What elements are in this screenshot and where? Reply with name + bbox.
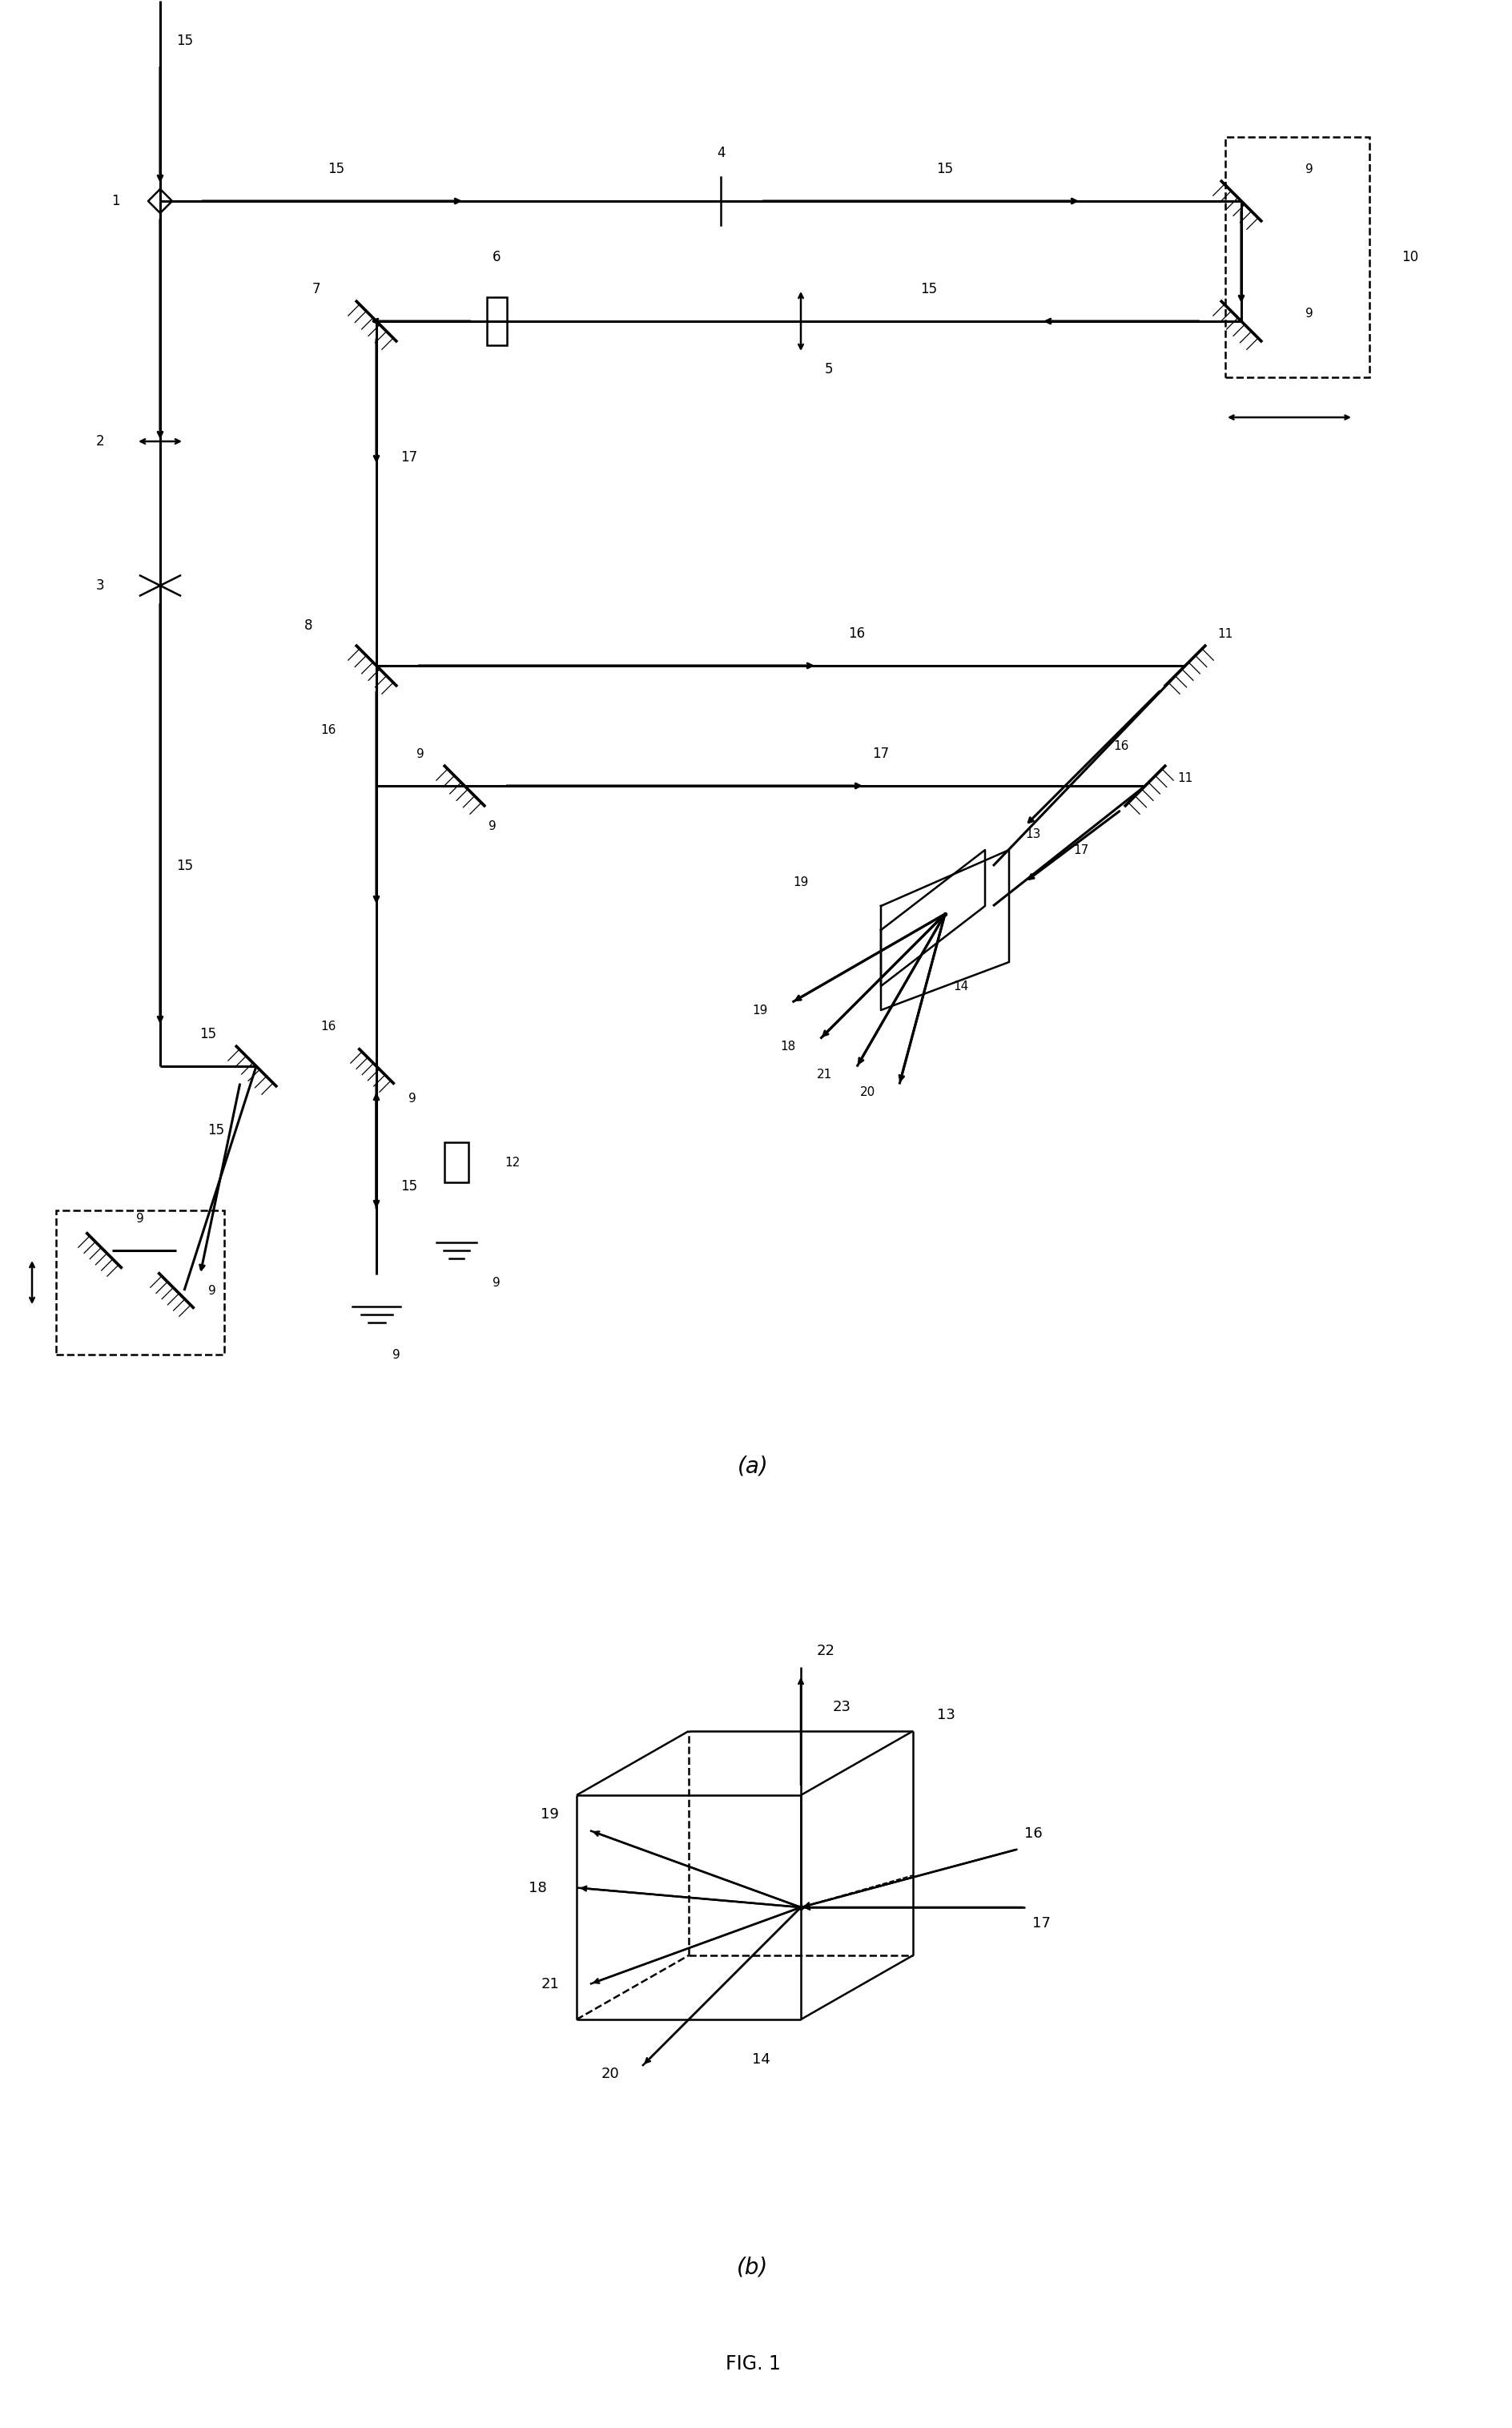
Text: 6: 6 bbox=[493, 250, 500, 265]
Text: 14: 14 bbox=[953, 981, 969, 993]
Text: 15: 15 bbox=[200, 1027, 216, 1042]
Text: 17: 17 bbox=[401, 449, 417, 464]
Bar bbox=[1225, 136, 1370, 376]
Text: 3: 3 bbox=[95, 578, 104, 592]
Text: 13: 13 bbox=[937, 1707, 956, 1721]
Text: 14: 14 bbox=[751, 2052, 770, 2066]
Text: 1: 1 bbox=[112, 194, 119, 209]
Text: 16: 16 bbox=[321, 1020, 336, 1032]
Text: 19: 19 bbox=[753, 1005, 768, 1017]
Text: 21: 21 bbox=[816, 1068, 833, 1080]
Text: 16: 16 bbox=[1024, 1826, 1043, 1840]
Text: 11: 11 bbox=[1217, 626, 1232, 639]
Text: FIG. 1: FIG. 1 bbox=[726, 2355, 780, 2375]
Text: (b): (b) bbox=[736, 2256, 768, 2280]
Text: 22: 22 bbox=[816, 1644, 835, 1658]
Text: 20: 20 bbox=[602, 2066, 620, 2081]
Text: 9: 9 bbox=[408, 1093, 416, 1105]
Text: 9: 9 bbox=[488, 821, 496, 833]
Text: 20: 20 bbox=[860, 1085, 875, 1097]
Text: 15: 15 bbox=[177, 860, 194, 874]
Text: 15: 15 bbox=[328, 163, 345, 177]
Text: 12: 12 bbox=[505, 1156, 520, 1168]
Text: 16: 16 bbox=[1113, 741, 1129, 753]
Text: 18: 18 bbox=[780, 1042, 797, 1054]
Text: 13: 13 bbox=[1025, 828, 1040, 840]
Text: 15: 15 bbox=[936, 163, 954, 177]
Text: 19: 19 bbox=[541, 1806, 559, 1821]
Text: 15: 15 bbox=[207, 1124, 225, 1136]
Text: 9: 9 bbox=[1305, 308, 1314, 318]
Text: 5: 5 bbox=[826, 362, 833, 376]
Text: 9: 9 bbox=[209, 1284, 216, 1297]
Text: 10: 10 bbox=[1402, 250, 1418, 265]
Text: 21: 21 bbox=[541, 1976, 559, 1991]
Bar bbox=[56, 1212, 224, 1355]
Text: 8: 8 bbox=[304, 619, 313, 634]
Text: 7: 7 bbox=[311, 282, 321, 296]
Text: 9: 9 bbox=[393, 1348, 401, 1360]
Text: 17: 17 bbox=[872, 745, 889, 760]
Text: 11: 11 bbox=[1178, 772, 1193, 784]
Text: 15: 15 bbox=[401, 1180, 417, 1195]
Text: 17: 17 bbox=[1033, 1916, 1051, 1930]
Bar bbox=[445, 1141, 469, 1182]
Text: 4: 4 bbox=[717, 146, 724, 160]
Text: 16: 16 bbox=[321, 724, 336, 736]
Text: 9: 9 bbox=[417, 748, 425, 760]
Text: 9: 9 bbox=[493, 1277, 500, 1289]
Text: 15: 15 bbox=[921, 282, 937, 296]
Text: 9: 9 bbox=[1305, 163, 1314, 175]
Text: 2: 2 bbox=[95, 435, 104, 449]
Text: 19: 19 bbox=[794, 877, 809, 889]
Bar bbox=[487, 296, 507, 345]
Text: 18: 18 bbox=[528, 1882, 546, 1894]
Text: 16: 16 bbox=[848, 626, 865, 641]
Text: 9: 9 bbox=[136, 1212, 144, 1224]
Text: 17: 17 bbox=[1074, 845, 1089, 857]
Text: 15: 15 bbox=[177, 34, 194, 49]
Text: 23: 23 bbox=[833, 1700, 851, 1714]
Text: (a): (a) bbox=[738, 1454, 768, 1479]
